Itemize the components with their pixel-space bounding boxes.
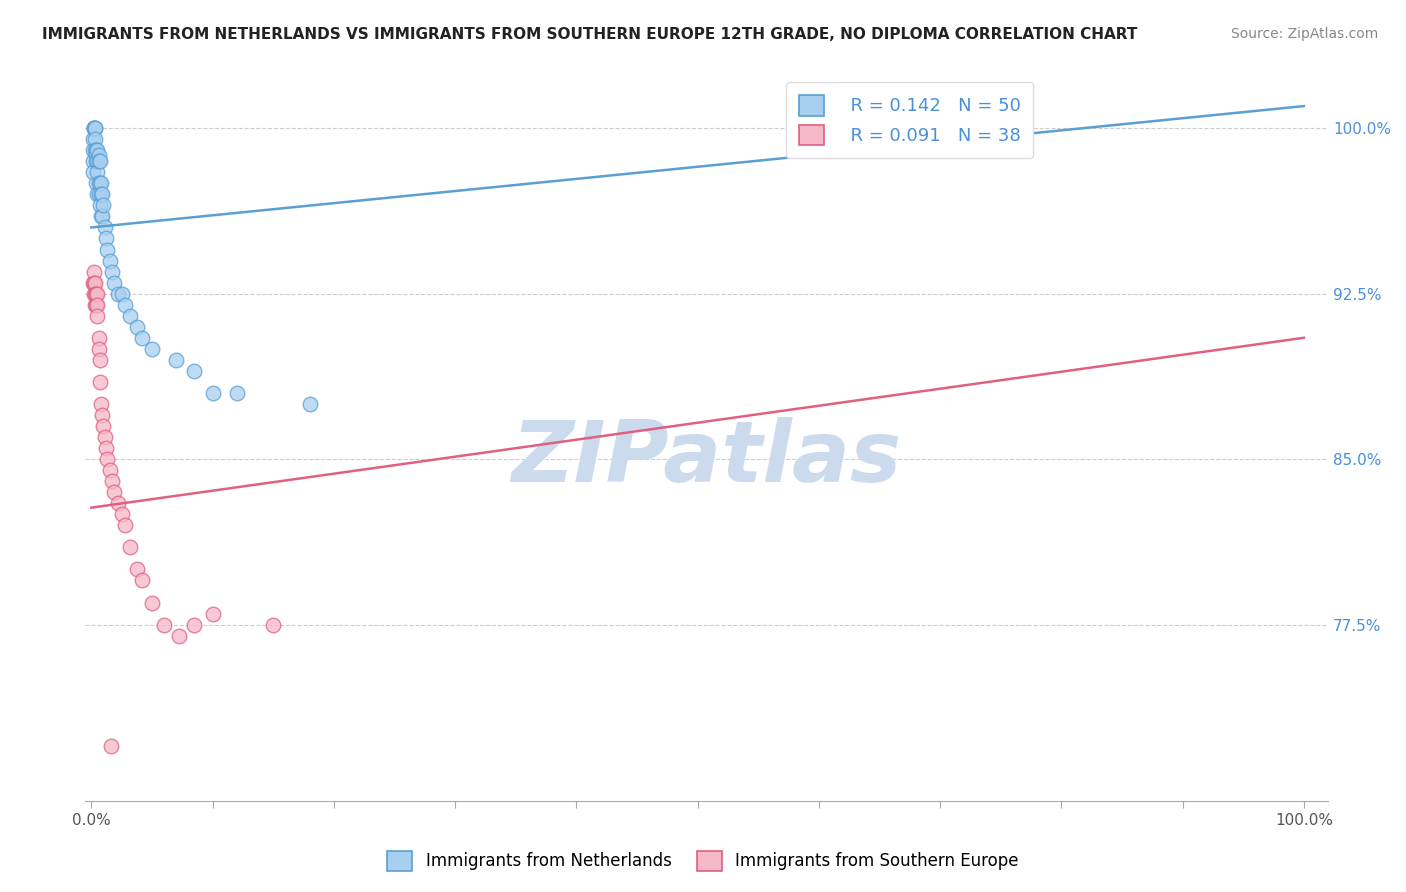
- Point: [93, 198, 115, 212]
- Point: [100, 739, 122, 753]
- Point: [86, 154, 108, 169]
- Text: ZIPatlas: ZIPatlas: [512, 417, 901, 500]
- Point: [201, 607, 224, 621]
- Point: [82, 132, 104, 146]
- Point: [183, 617, 205, 632]
- Point: [86, 309, 108, 323]
- Point: [201, 386, 224, 401]
- Point: [103, 485, 125, 500]
- Point: [83, 286, 105, 301]
- Point: [83, 121, 105, 136]
- Point: [89, 375, 111, 389]
- Point: [183, 364, 205, 378]
- Point: [141, 342, 163, 356]
- Point: [262, 617, 284, 632]
- Point: [86, 187, 108, 202]
- Legend:   R = 0.142   N = 50,   R = 0.091   N = 38: R = 0.142 N = 50, R = 0.091 N = 38: [786, 82, 1033, 158]
- Point: [82, 143, 104, 157]
- Point: [90, 187, 112, 202]
- Point: [90, 397, 112, 411]
- Point: [131, 331, 153, 345]
- Point: [84, 121, 107, 136]
- Point: [84, 298, 107, 312]
- Point: [153, 617, 176, 632]
- Point: [89, 352, 111, 367]
- Point: [84, 154, 107, 169]
- Point: [94, 441, 117, 455]
- Point: [84, 286, 107, 301]
- Point: [84, 143, 107, 157]
- Point: [120, 309, 142, 323]
- Text: Source: ZipAtlas.com: Source: ZipAtlas.com: [1230, 27, 1378, 41]
- Point: [107, 496, 129, 510]
- Point: [96, 243, 118, 257]
- Point: [107, 286, 129, 301]
- Point: [87, 342, 110, 356]
- Point: [84, 132, 107, 146]
- Point: [82, 154, 104, 169]
- Point: [89, 198, 111, 212]
- Point: [120, 541, 142, 555]
- Point: [82, 276, 104, 290]
- Point: [91, 408, 114, 422]
- Point: [87, 177, 110, 191]
- Point: [83, 121, 105, 136]
- Point: [93, 419, 115, 434]
- Point: [84, 286, 107, 301]
- Point: [114, 298, 136, 312]
- Point: [225, 386, 247, 401]
- Point: [298, 397, 321, 411]
- Point: [84, 147, 107, 161]
- Point: [86, 286, 108, 301]
- Point: [165, 352, 187, 367]
- Point: [91, 210, 114, 224]
- Point: [93, 430, 115, 444]
- Point: [87, 187, 110, 202]
- Point: [114, 518, 136, 533]
- Point: [94, 231, 117, 245]
- Point: [87, 331, 110, 345]
- Point: [111, 286, 134, 301]
- Point: [83, 121, 105, 136]
- Point: [83, 264, 105, 278]
- Point: [98, 463, 121, 477]
- Point: [91, 187, 114, 202]
- Point: [84, 298, 107, 312]
- Point: [83, 276, 105, 290]
- Point: [127, 562, 149, 576]
- Point: [87, 154, 110, 169]
- Point: [167, 629, 190, 643]
- Point: [90, 177, 112, 191]
- Point: [86, 165, 108, 179]
- Text: IMMIGRANTS FROM NETHERLANDS VS IMMIGRANTS FROM SOUTHERN EUROPE 12TH GRADE, NO DI: IMMIGRANTS FROM NETHERLANDS VS IMMIGRANT…: [42, 27, 1137, 42]
- Point: [89, 154, 111, 169]
- Point: [90, 210, 112, 224]
- Point: [87, 147, 110, 161]
- Point: [101, 264, 124, 278]
- Point: [89, 177, 111, 191]
- Point: [131, 574, 153, 588]
- Point: [96, 452, 118, 467]
- Point: [103, 276, 125, 290]
- Legend: Immigrants from Netherlands, Immigrants from Southern Europe: Immigrants from Netherlands, Immigrants …: [380, 842, 1026, 880]
- Point: [84, 143, 107, 157]
- Point: [98, 253, 121, 268]
- Point: [84, 177, 107, 191]
- Point: [84, 276, 107, 290]
- Point: [93, 220, 115, 235]
- Point: [82, 165, 104, 179]
- Point: [86, 298, 108, 312]
- Point: [101, 474, 124, 488]
- Point: [86, 143, 108, 157]
- Point: [127, 319, 149, 334]
- Point: [84, 121, 107, 136]
- Point: [111, 508, 134, 522]
- Point: [141, 596, 163, 610]
